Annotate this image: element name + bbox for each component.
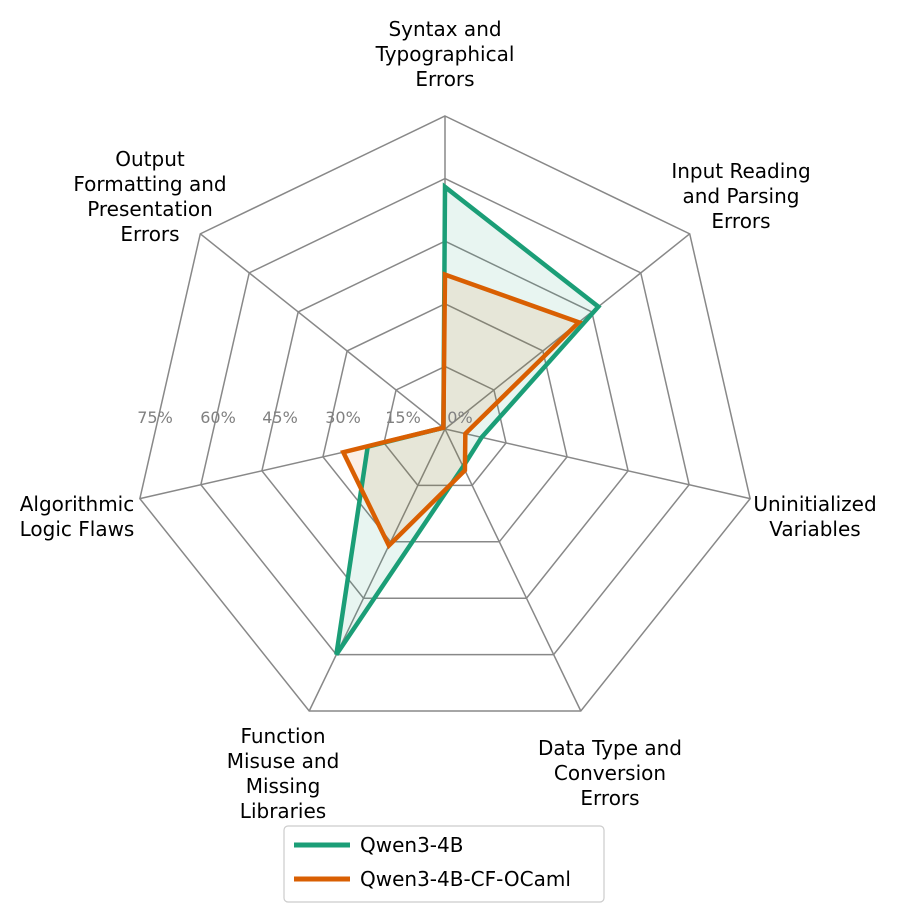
category-label-line: Conversion	[554, 761, 666, 785]
category-label-line: Formatting and	[73, 172, 226, 196]
tick-label-15: 15%	[385, 408, 421, 427]
tick-label-75: 75%	[137, 408, 173, 427]
category-label-line: and Parsing	[683, 184, 800, 208]
category-label-line: Variables	[769, 517, 860, 541]
grid-ring-60	[200, 177, 690, 656]
legend: Qwen3-4B Qwen3-4B-CF-OCaml	[283, 825, 605, 903]
category-label-line: Output	[115, 147, 185, 171]
category-label-line: Uninitialized	[753, 492, 876, 516]
tick-label-60: 60%	[200, 408, 236, 427]
category-label-line: Errors	[711, 209, 770, 233]
category-label-line: Data Type and	[538, 736, 682, 760]
series-area-qwen3-4b-cf-ocaml	[343, 274, 579, 546]
category-label-line: Typographical	[375, 42, 515, 66]
legend-label-qwen3-4b-cf-ocaml: Qwen3-4B-CF-OCaml	[360, 867, 571, 891]
category-label-line: Presentation	[87, 197, 213, 221]
radar-series	[334, 182, 602, 656]
radial-tick-labels: 0% 15% 30% 45% 60% 75%	[137, 408, 472, 427]
grid-spoke-5	[308, 428, 446, 712]
category-label-line: Errors	[120, 222, 179, 246]
category-label-line: Function	[240, 724, 325, 748]
legend-label-qwen3-4b: Qwen3-4B	[360, 833, 463, 857]
category-label-line: Libraries	[240, 799, 326, 823]
grid-spoke-4	[444, 428, 582, 712]
category-label-line: Input Reading	[671, 159, 810, 183]
category-label-line: Missing	[246, 774, 321, 798]
grid-ring-75	[139, 115, 751, 712]
grid-ring-15	[383, 365, 507, 487]
legend-frame	[283, 825, 605, 903]
category-label-line: Misuse and	[227, 749, 340, 773]
grid-ring-45	[261, 240, 629, 599]
grid-spoke-7	[199, 233, 446, 430]
category-label-line: Errors	[415, 67, 474, 91]
series-line-qwen3-4b-cf-ocaml	[340, 271, 583, 550]
tick-label-45: 45%	[262, 408, 298, 427]
grid-ring-30	[322, 302, 568, 543]
category-label-line: Errors	[580, 786, 639, 810]
grid-spoke-3	[444, 428, 751, 500]
category-label-line: Syntax and	[388, 17, 501, 41]
tick-label-0: 0%	[447, 408, 472, 427]
tick-label-30: 30%	[325, 408, 361, 427]
category-label-line: Algorithmic	[20, 492, 135, 516]
category-label-line: Logic Flaws	[20, 517, 135, 541]
